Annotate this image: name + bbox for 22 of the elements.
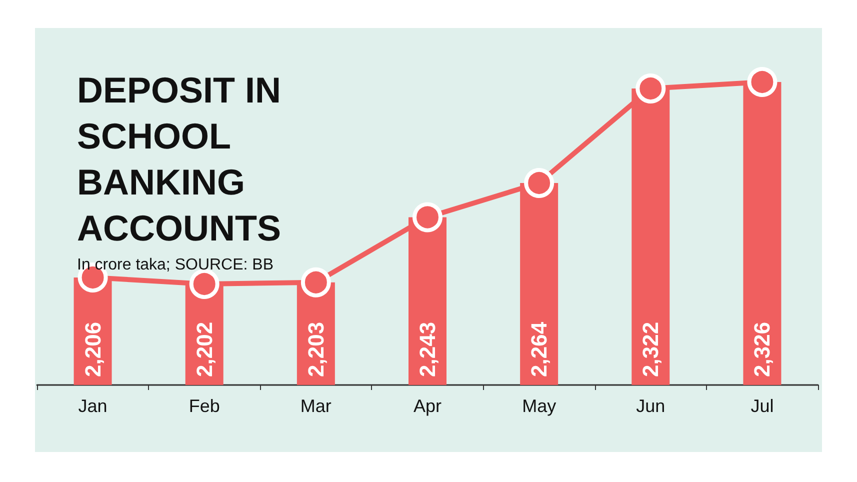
- data-label: 2,322: [638, 322, 664, 377]
- x-tick-label: Mar: [300, 396, 332, 416]
- text: In crore taka; SOURCE: BB: [77, 256, 274, 274]
- data-label: 2,326: [750, 322, 775, 377]
- data-label: 2,243: [415, 322, 440, 377]
- point: [412, 202, 442, 232]
- x-tick-label: Jul: [750, 396, 774, 416]
- point: [636, 74, 666, 104]
- data-label: 2,264: [526, 321, 552, 377]
- data-label: 2,202: [192, 322, 217, 377]
- data-label: 2,203: [303, 322, 328, 377]
- text: DEPOSIT IN SCHOOL BANKING ACCOUNTS: [77, 70, 292, 248]
- data-label: 2,206: [80, 322, 106, 377]
- point: [524, 168, 554, 198]
- point: [300, 267, 331, 298]
- x-tick-label: Feb: [188, 396, 220, 416]
- x-tick-label: May: [522, 396, 556, 416]
- x-tick-label: Jun: [636, 396, 666, 416]
- point: [747, 67, 778, 97]
- x-tick-label: Apr: [413, 396, 442, 416]
- x-tick-label: Jan: [78, 396, 108, 416]
- point: [189, 269, 220, 299]
